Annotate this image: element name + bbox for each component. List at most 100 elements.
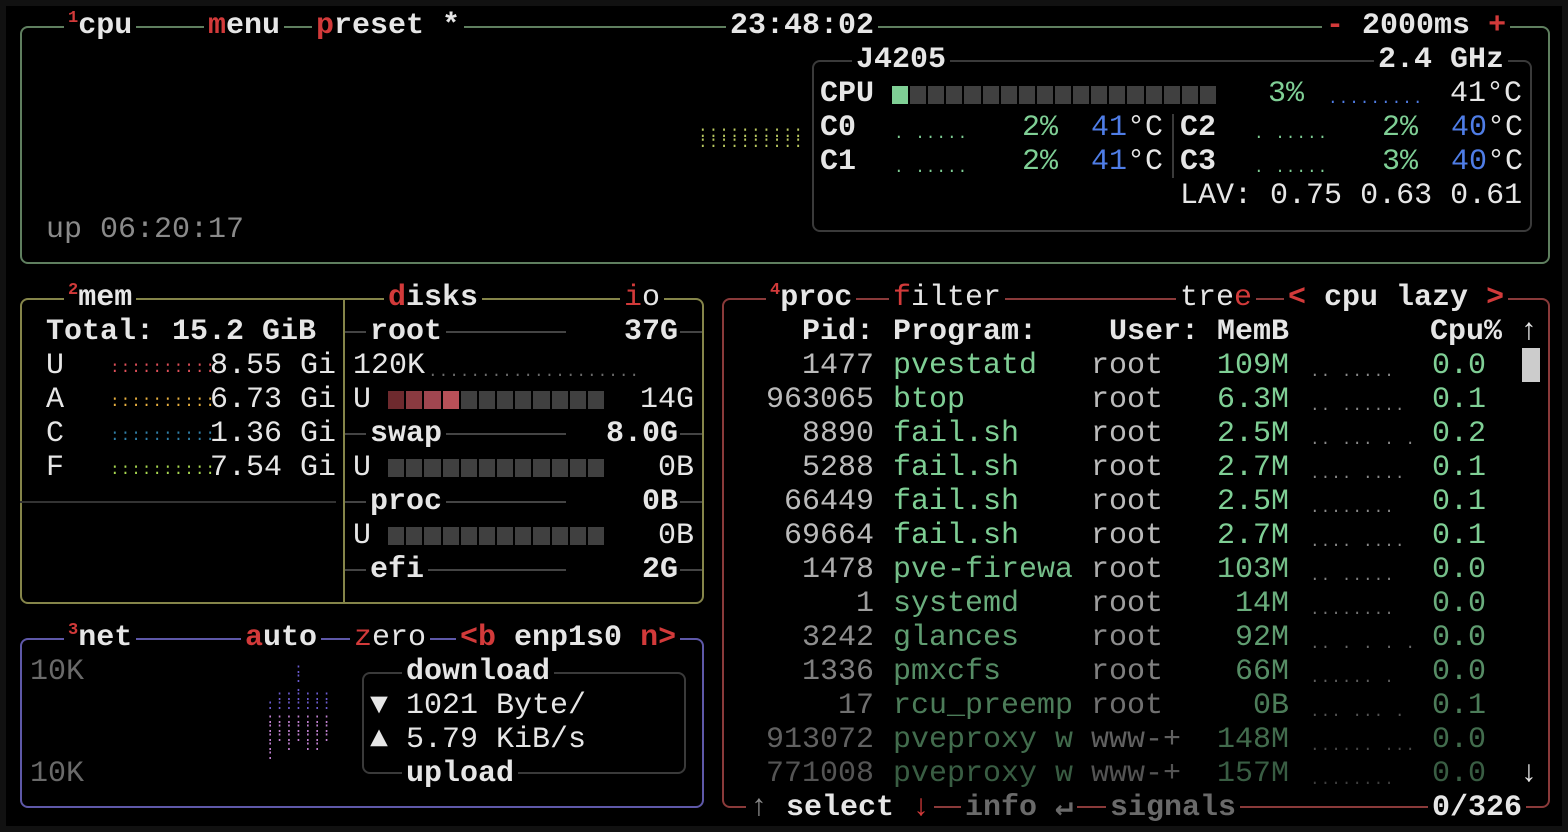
disk-io-graph: .................... [428,363,641,381]
zero-toggle[interactable]: zero [350,621,431,655]
proc-cpu: 0.2 [1431,417,1486,451]
header-cpu[interactable]: Cpu% [1429,315,1502,349]
proc-pid: 69664 [783,519,874,553]
core-temp: 41°C [1091,145,1164,179]
bar-segment [982,86,999,104]
bar-segment [551,391,568,409]
tree-toggle[interactable]: tree [1176,281,1257,315]
select-control[interactable]: ↑ select ↓ [746,791,935,825]
net-upload-graph: :::::::::::::::::::::: : ::: [266,712,332,764]
proc-mem: 103M [1216,553,1289,587]
header-user[interactable]: User: [1109,315,1200,349]
increase-interval-button[interactable]: + [1488,9,1507,43]
cpu-total-temp: 41°C [1449,77,1522,111]
bar-segment [424,391,441,409]
disk-separator [345,501,702,503]
mem-row-label: U [46,349,65,383]
disk-usage-bar [388,527,605,545]
mem-total: Total: 15.2 GiB [46,315,317,349]
bar-segment [569,391,586,409]
proc-user: root [1091,689,1164,723]
cpu-total-graph: ......... [1328,90,1424,108]
filter-button[interactable]: filter [889,281,1006,315]
proc-cpu: 0.1 [1431,451,1486,485]
bar-segment [946,86,963,104]
bar-segment [533,527,550,545]
bar-segment [515,391,532,409]
proc-user: root [1091,655,1164,689]
core-label: C1 [820,145,857,179]
proc-program: pvestatd [893,349,1038,383]
disk-size: 37G [566,315,680,349]
scrollbar-thumb[interactable] [1522,348,1540,382]
bar-segment [478,459,496,477]
proc-cpu-graph: .... .... [1310,465,1406,483]
header-mem[interactable]: MemB [1216,315,1289,349]
io-toggle[interactable]: io [620,281,665,315]
header-pid[interactable]: Pid: [801,315,874,349]
disk-name: proc [366,485,447,519]
bar-segment [1127,86,1144,104]
sort-value: cpu lazy [1324,281,1469,315]
sort-next-button[interactable]: > [1486,281,1505,315]
auto-scale-toggle[interactable]: auto [241,621,322,655]
cpu-panel-title[interactable]: 1cpu [64,9,137,43]
bar-segment [551,459,568,477]
proc-user: root [1091,519,1164,553]
proc-cpu: 0.1 [1431,485,1486,519]
proc-pid: 5288 [801,451,874,485]
header-program[interactable]: Program: [893,315,1038,349]
core-percent: 3% [1381,145,1418,179]
btop-terminal: 1cpu menu preset * 23:48:02 - 2000ms + :… [6,6,1562,826]
disks-toggle[interactable]: disks [384,281,483,315]
proc-cpu: 0.0 [1431,723,1486,757]
proc-user: root [1091,451,1164,485]
proc-program: fail.sh [893,451,1020,485]
upload-rate: ▲ 5.79 KiB/s [370,723,587,757]
proc-cpu: 0.1 [1431,689,1486,723]
next-interface-button[interactable]: n> [640,621,677,655]
bar-segment [1109,86,1126,104]
mem-row-value: 1.36 Gi [210,417,337,451]
bar-segment [587,527,605,545]
info-button[interactable]: info ↵ [961,791,1078,825]
proc-pid: 66449 [783,485,874,519]
disk-used-label: U [353,519,372,553]
disk-used: 0B [657,451,694,485]
mem-panel-title[interactable]: 2mem [64,281,137,315]
disk-used-label: U [353,383,372,417]
core-label: C0 [820,111,857,145]
mem-row-value: 6.73 Gi [210,383,337,417]
disk-name: root [366,315,447,349]
sort-selector[interactable]: < cpu lazy > [1284,281,1509,315]
scroll-up-icon[interactable]: ↑ [1520,315,1539,349]
cpu-info-box [812,60,1532,232]
proc-cpu-graph: .. ..... [1310,363,1395,381]
preset-button[interactable]: preset * [312,9,465,43]
proc-mem: 92M [1234,621,1289,655]
cpu-total-bar [892,86,1216,104]
bar-segment [515,527,532,545]
bar-segment [497,391,514,409]
clock: 23:48:02 [726,9,879,43]
decrease-interval-button[interactable]: - [1326,9,1345,43]
bar-segment [515,459,532,477]
mem-row-value: 7.54 Gi [210,451,337,485]
proc-cpu-graph: ...... ... [1310,737,1417,755]
scroll-down-icon[interactable]: ↓ [1520,757,1539,791]
sort-prev-button[interactable]: < [1288,281,1307,315]
proc-program: fail.sh [893,485,1020,519]
core-percent: 2% [1021,145,1058,179]
prev-interface-button[interactable]: <b [460,621,497,655]
menu-button[interactable]: menu [204,9,285,43]
mem-row-label: A [46,383,65,417]
proc-pid: 963065 [766,383,875,417]
proc-cpu-graph: .. ..... [1310,567,1395,585]
signals-button[interactable]: signals [1106,791,1241,825]
proc-user: root [1091,553,1164,587]
net-panel-title[interactable]: 3net [64,621,137,655]
interface-selector[interactable]: <b enp1s0 n> [456,621,681,655]
interface-name: enp1s0 [514,621,623,655]
proc-panel-title[interactable]: 4proc [766,281,857,315]
disk-separator [345,331,702,333]
